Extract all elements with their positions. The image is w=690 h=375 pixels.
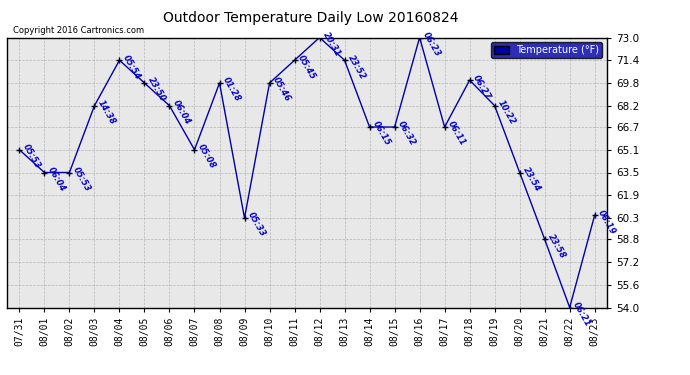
Text: Outdoor Temperature Daily Low 20160824: Outdoor Temperature Daily Low 20160824 xyxy=(163,11,458,25)
Text: 10:22: 10:22 xyxy=(496,99,517,126)
Text: 14:38: 14:38 xyxy=(96,99,117,126)
Text: 05:45: 05:45 xyxy=(296,53,317,81)
Text: 05:46: 05:46 xyxy=(270,76,292,104)
Text: 06:19: 06:19 xyxy=(596,208,617,236)
Text: 23:50: 23:50 xyxy=(146,76,167,104)
Text: 06:15: 06:15 xyxy=(371,120,392,148)
Text: 05:08: 05:08 xyxy=(196,143,217,171)
Text: 06:11: 06:11 xyxy=(446,120,467,148)
Text: 23:52: 23:52 xyxy=(346,53,367,81)
Text: 06:04: 06:04 xyxy=(46,165,67,193)
Text: 06:04: 06:04 xyxy=(170,99,192,126)
Text: 06:32: 06:32 xyxy=(396,120,417,148)
Text: 06:27: 06:27 xyxy=(471,73,492,101)
Text: Copyright 2016 Cartronics.com: Copyright 2016 Cartronics.com xyxy=(13,26,144,35)
Text: 05:53: 05:53 xyxy=(21,143,42,171)
Text: 06:23: 06:23 xyxy=(421,30,442,58)
Text: 05:33: 05:33 xyxy=(246,211,267,239)
Text: 23:54: 23:54 xyxy=(521,165,542,193)
Legend: Temperature (°F): Temperature (°F) xyxy=(491,42,602,58)
Text: 05:54: 05:54 xyxy=(121,53,142,81)
Text: 05:53: 05:53 xyxy=(70,165,92,193)
Text: 06:21: 06:21 xyxy=(571,300,592,328)
Text: 20:31: 20:31 xyxy=(321,30,342,58)
Text: 23:58: 23:58 xyxy=(546,232,567,260)
Text: 01:28: 01:28 xyxy=(221,76,242,104)
